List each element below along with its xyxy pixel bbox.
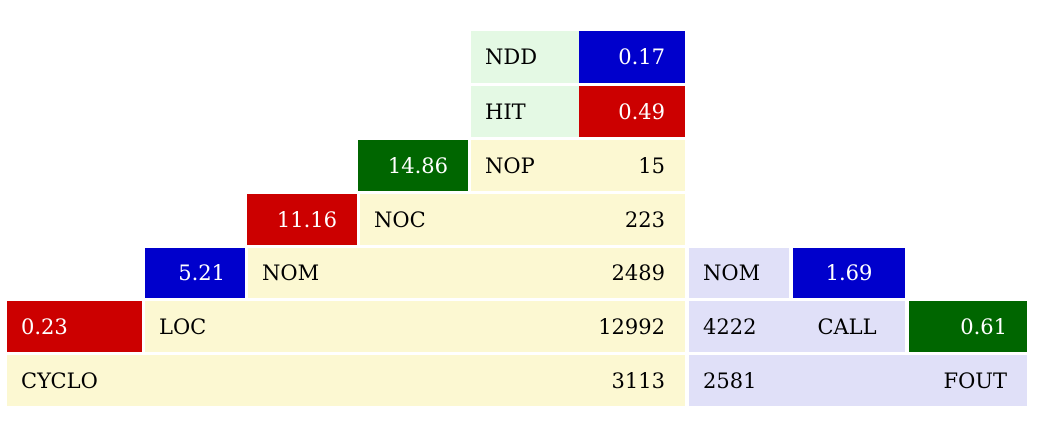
nop-label: NOP (485, 153, 535, 178)
hit-label-cell: HIT (471, 86, 579, 137)
nom-value-cell: 2489 (579, 248, 685, 298)
cyclo-value: 3113 (611, 368, 665, 393)
nop-ratio-cell: 14.86 (358, 140, 468, 191)
cyclo-label: CYCLO (21, 368, 98, 393)
hit-value: 0.49 (618, 99, 665, 124)
ndd-label: NDD (485, 45, 538, 69)
loc-value-cell: 12992 (579, 301, 685, 352)
nop-value-cell: 15 (579, 140, 685, 191)
call-label: CALL (817, 314, 877, 339)
call-value-cell: 4222 (689, 301, 789, 352)
loc-ratio: 0.23 (21, 314, 68, 339)
fout-label: FOUT (943, 368, 1008, 393)
nop-ratio: 14.86 (387, 153, 448, 178)
fout-ratio-cell: 0.61 (909, 301, 1027, 352)
ndd-value: 0.17 (618, 45, 665, 69)
cyclo-value-cell: 3113 (579, 355, 685, 406)
noc-ratio-cell: 11.16 (247, 194, 357, 245)
nom-ratio: 5.21 (178, 261, 225, 285)
nop-value: 15 (638, 153, 665, 178)
hit-label: HIT (485, 99, 526, 124)
nop-label-cell: NOP (471, 140, 579, 191)
nom-value: 2489 (611, 261, 665, 285)
fout-value-cell: 2581 (689, 355, 909, 406)
fout-label-cell: FOUT (909, 355, 1027, 406)
fout-ratio: 0.61 (960, 314, 1007, 339)
ndd-value-cell: 0.17 (579, 31, 685, 83)
coupling-nom-label: NOM (703, 261, 761, 285)
noc-value-cell: 223 (579, 194, 685, 245)
nom-ratio-cell: 5.21 (145, 248, 245, 298)
call-label-cell: CALL (789, 301, 905, 352)
loc-label-cell: LOC (145, 301, 579, 352)
ndd-label-cell: NDD (471, 31, 579, 83)
noc-label: NOC (374, 207, 426, 232)
call-value: 4222 (703, 314, 757, 339)
noc-label-cell: NOC (360, 194, 579, 245)
nom-label: NOM (262, 261, 320, 285)
noc-ratio: 11.16 (276, 207, 337, 232)
hit-value-cell: 0.49 (579, 86, 685, 137)
coupling-nom-label-cell: NOM (689, 248, 789, 298)
cyclo-label-cell: CYCLO (7, 355, 579, 406)
call-ratio-cell: 1.69 (793, 248, 905, 298)
loc-label: LOC (159, 314, 207, 339)
nom-label-cell: NOM (248, 248, 579, 298)
noc-value: 223 (624, 207, 665, 232)
fout-value: 2581 (703, 368, 757, 393)
call-ratio: 1.69 (825, 261, 873, 285)
loc-value: 12992 (598, 314, 665, 339)
loc-ratio-cell: 0.23 (7, 301, 142, 352)
